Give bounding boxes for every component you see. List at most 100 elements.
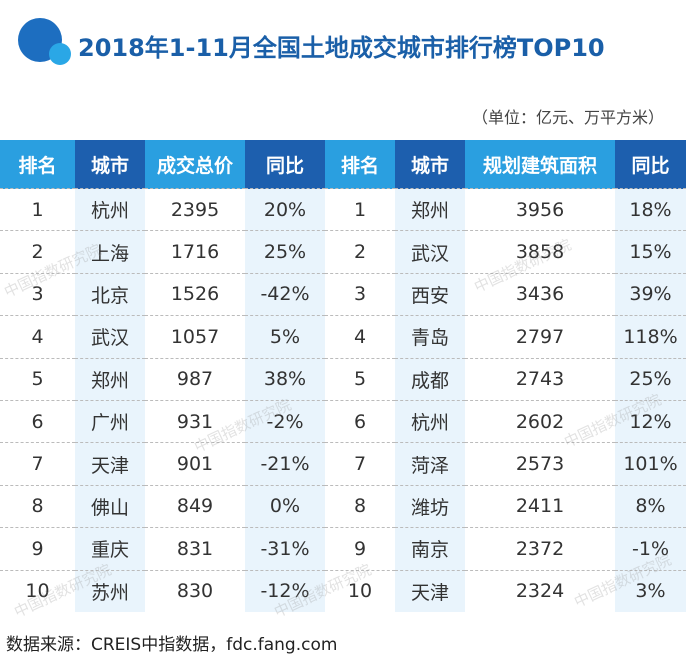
table-cell: 12% — [615, 399, 686, 443]
table-cell: 10 — [0, 569, 75, 612]
table-cell: 2411 — [465, 484, 615, 528]
table-cell: 3956 — [465, 187, 615, 231]
table-row: 4 武汉 1057 5% 4 青岛 2797 118% — [0, 315, 686, 359]
table-cell: -1% — [615, 527, 686, 571]
unit: （单位：亿元、万平方米） — [471, 108, 664, 127]
column-header: 同比 — [245, 140, 325, 189]
table-cell: 9 — [325, 527, 395, 571]
column-header: 成交总价 — [145, 140, 245, 189]
table-cell: 3436 — [465, 272, 615, 316]
table-cell: 西安 — [395, 272, 465, 316]
table-cell: 苏州 — [75, 569, 145, 612]
table-row: 8 佛山 849 0% 8 潍坊 2411 8% — [0, 484, 686, 528]
table-cell: 3858 — [465, 230, 615, 274]
table-cell: 6 — [0, 399, 75, 443]
table-cell: 39% — [615, 272, 686, 316]
table-cell: 5 — [0, 357, 75, 401]
table-cell: 7 — [0, 442, 75, 486]
table-cell: 987 — [145, 357, 245, 401]
table-cell: -21% — [245, 442, 325, 486]
table-cell: 5 — [325, 357, 395, 401]
table-cell: 18% — [615, 187, 686, 231]
column-header: 规划建筑面积 — [465, 140, 615, 189]
table-cell: 佛山 — [75, 484, 145, 528]
logo — [18, 18, 71, 65]
table-cell: 2743 — [465, 357, 615, 401]
table-cell: 931 — [145, 399, 245, 443]
table-cell: 南京 — [395, 527, 465, 571]
table-cell: 2 — [325, 230, 395, 274]
table-cell: 8 — [0, 484, 75, 528]
table-cell: 杭州 — [395, 399, 465, 443]
table-cell: 郑州 — [395, 187, 465, 231]
table-cell: 1 — [325, 187, 395, 231]
table-cell: 4 — [0, 315, 75, 359]
column-header: 排名 — [0, 140, 75, 189]
table-cell: 8 — [325, 484, 395, 528]
header-row: 排名 城市 成交总价 同比 排名 城市 规划建筑面积 同比 — [0, 140, 686, 189]
table-cell: 101% — [615, 442, 686, 486]
table-cell: 25% — [245, 230, 325, 274]
table-cell: 20% — [245, 187, 325, 231]
table-row: 10 苏州 830 -12% 10 天津 2324 3% — [0, 569, 686, 612]
table-cell: 武汉 — [395, 230, 465, 274]
table-row: 2 上海 1716 25% 2 武汉 3858 15% — [0, 230, 686, 274]
table-cell: 广州 — [75, 399, 145, 443]
table-cell: 38% — [245, 357, 325, 401]
table-cell: 1716 — [145, 230, 245, 274]
table-cell: 2 — [0, 230, 75, 274]
table-cell: 天津 — [75, 442, 145, 486]
table-cell: 10 — [325, 569, 395, 612]
column-header: 排名 — [325, 140, 395, 189]
table-cell: 1526 — [145, 272, 245, 316]
title: 2018年1-11月全国土地成交城市排行榜TOP10 — [78, 34, 605, 62]
table-cell: 9 — [0, 527, 75, 571]
table-cell: 118% — [615, 315, 686, 359]
source: 数据来源：CREIS中指数据，fdc.fang.com — [6, 635, 338, 655]
table-cell: 4 — [325, 315, 395, 359]
table-cell: 潍坊 — [395, 484, 465, 528]
table-cell: 7 — [325, 442, 395, 486]
table-cell: 2372 — [465, 527, 615, 571]
table-cell: -2% — [245, 399, 325, 443]
table-cell: 1057 — [145, 315, 245, 359]
table-cell: 3% — [615, 569, 686, 612]
table-row: 9 重庆 831 -31% 9 南京 2372 -1% — [0, 527, 686, 571]
table-cell: 1 — [0, 187, 75, 231]
table-row: 6 广州 931 -2% 6 杭州 2602 12% — [0, 399, 686, 443]
table-row: 1 杭州 2395 20% 1 郑州 3956 18% — [0, 187, 686, 231]
table-cell: 830 — [145, 569, 245, 612]
table-cell: 901 — [145, 442, 245, 486]
table-cell: 8% — [615, 484, 686, 528]
table-cell: 上海 — [75, 230, 145, 274]
table-row: 5 郑州 987 38% 5 成都 2743 25% — [0, 357, 686, 401]
table-cell: 重庆 — [75, 527, 145, 571]
table-cell: 菏泽 — [395, 442, 465, 486]
table-cell: 15% — [615, 230, 686, 274]
table-cell: 3 — [325, 272, 395, 316]
table-row: 3 北京 1526 -42% 3 西安 3436 39% — [0, 272, 686, 316]
table-row: 7 天津 901 -21% 7 菏泽 2573 101% — [0, 442, 686, 486]
table-cell: -12% — [245, 569, 325, 612]
table-cell: 6 — [325, 399, 395, 443]
table-cell: 0% — [245, 484, 325, 528]
column-header: 同比 — [615, 140, 686, 189]
table-cell: 郑州 — [75, 357, 145, 401]
table-cell: 2395 — [145, 187, 245, 231]
table-cell: 北京 — [75, 272, 145, 316]
table-cell: 3 — [0, 272, 75, 316]
table-cell: 2573 — [465, 442, 615, 486]
table-cell: 武汉 — [75, 315, 145, 359]
table-cell: 5% — [245, 315, 325, 359]
column-header: 城市 — [395, 140, 465, 189]
table-cell: 成都 — [395, 357, 465, 401]
table-cell: -42% — [245, 272, 325, 316]
table-cell: 杭州 — [75, 187, 145, 231]
table-cell: 831 — [145, 527, 245, 571]
ranking-table: 排名 城市 成交总价 同比 排名 城市 规划建筑面积 同比 1 杭州 2395 20% 1 郑州 3956… — [0, 140, 686, 612]
table-cell: 天津 — [395, 569, 465, 612]
table-cell: 849 — [145, 484, 245, 528]
table-cell: 2797 — [465, 315, 615, 359]
table-cell: 25% — [615, 357, 686, 401]
